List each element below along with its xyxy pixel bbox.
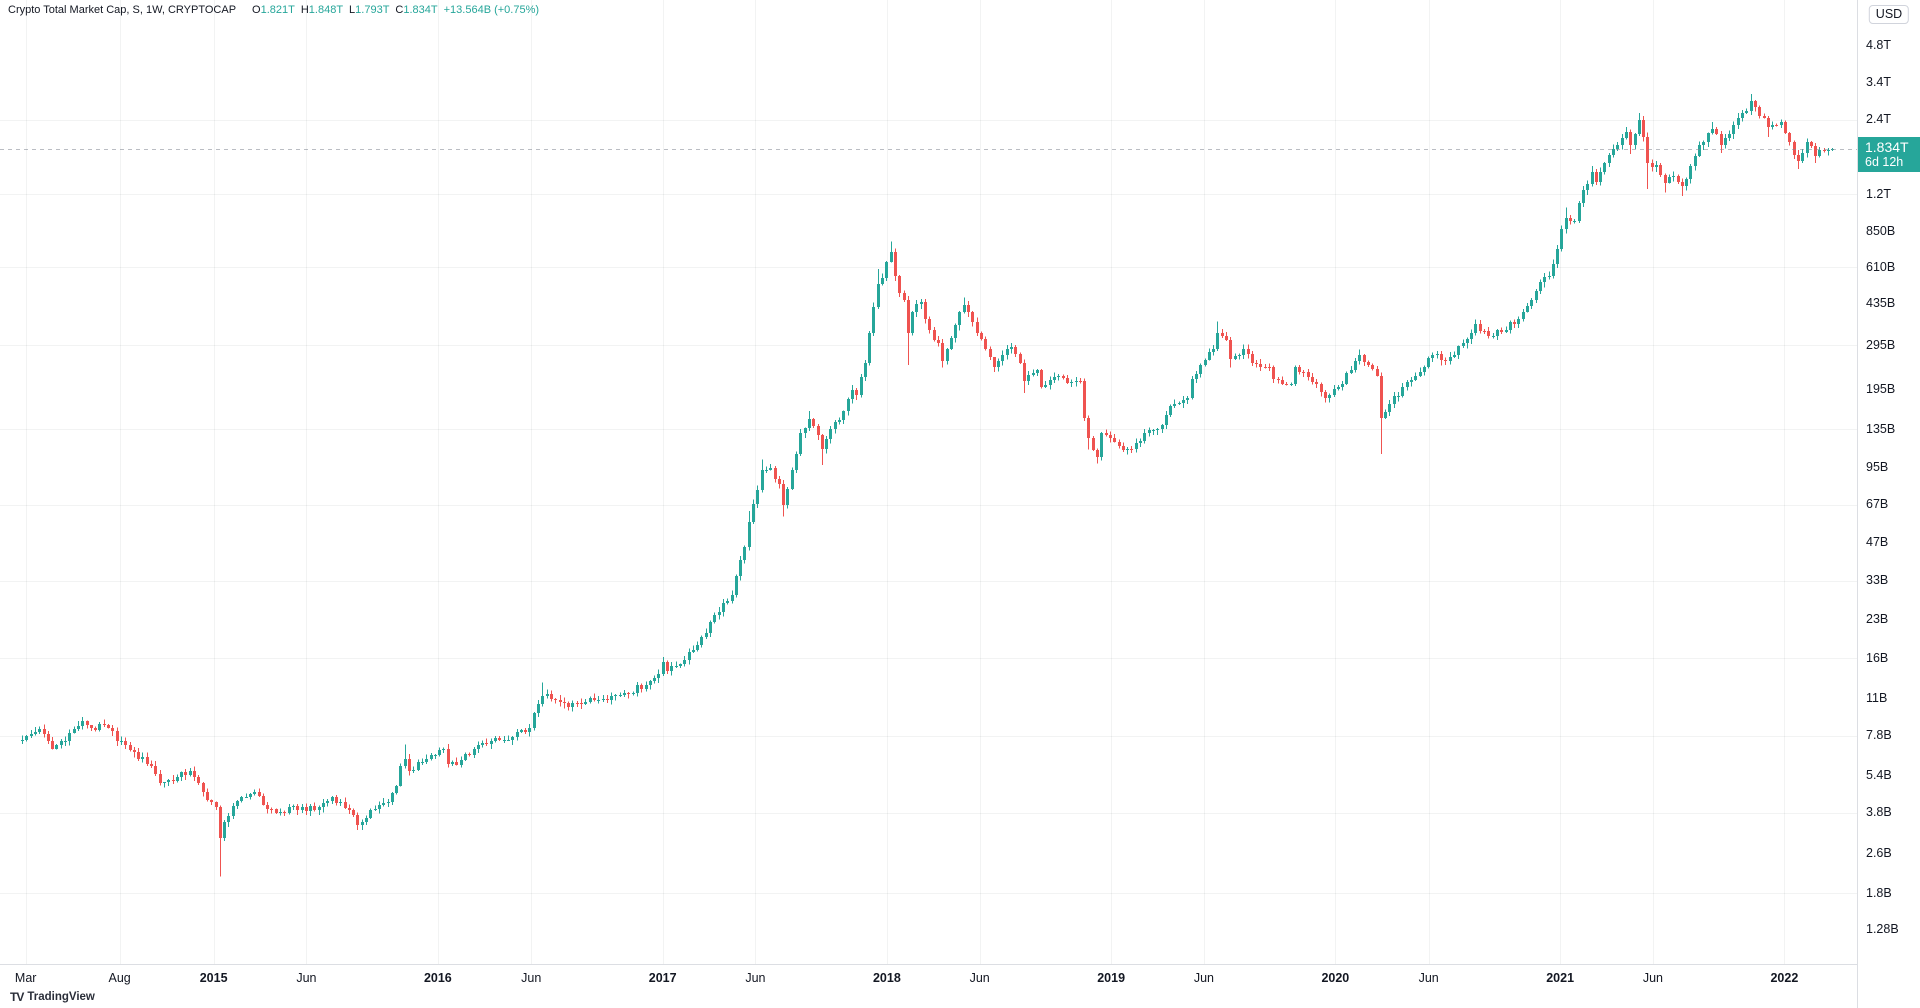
change-value: +13.564B (+0.75%) xyxy=(443,4,540,16)
time-axis-year-label: 2021 xyxy=(1546,971,1575,985)
grid-lines xyxy=(0,0,1857,964)
price-tick-label: 135B xyxy=(1866,421,1896,436)
currency-unit-button[interactable]: USD xyxy=(1868,5,1910,24)
symbol-title[interactable]: Crypto Total Market Cap, S, 1W, CRYPTOCA… xyxy=(8,4,237,16)
price-tick-label: 95B xyxy=(1866,459,1889,474)
price-tick-label: 195B xyxy=(1866,382,1896,397)
price-tick-label: 11B xyxy=(1866,691,1888,706)
price-tick-label: 295B xyxy=(1866,337,1896,352)
price-tick-label: 33B xyxy=(1866,573,1889,588)
price-tick-label: 47B xyxy=(1866,535,1889,550)
time-axis[interactable]: Mar Aug 2015 Jun 2016 Jun 2017 Jun 2018 Jun 2019 Ju… xyxy=(0,964,1920,1008)
price-tick-label: 4.8T xyxy=(1866,37,1892,52)
time-axis-year-label: 2016 xyxy=(423,971,452,985)
price-tick-label: 2.4T xyxy=(1866,112,1892,127)
price-tick-label: 1.8B xyxy=(1866,885,1892,900)
price-tick-label: 5.4B xyxy=(1866,767,1892,782)
time-axis-year-label: 2018 xyxy=(872,971,901,985)
ohlc-close-value: 1.834T xyxy=(403,4,438,16)
price-tick-label: 2.6B xyxy=(1866,846,1892,861)
price-tick-label: 3.8B xyxy=(1866,805,1892,820)
time-axis-year-label: 2020 xyxy=(1321,971,1350,985)
tradingview-logo[interactable]: TV TradingView xyxy=(10,990,95,1004)
time-axis-month-label: Mar xyxy=(14,971,37,985)
ohlc-open-value: 1.821T xyxy=(260,4,295,16)
tradingview-mark-icon: TV xyxy=(10,990,24,1004)
price-tick-label: 23B xyxy=(1866,611,1889,626)
price-tick-label: 850B xyxy=(1866,223,1896,238)
price-tick-label: 435B xyxy=(1866,295,1896,310)
candlestick-chart[interactable] xyxy=(0,0,1857,964)
ohlc-high-value: 1.848T xyxy=(308,4,344,16)
price-tick-label: 3.4T xyxy=(1866,74,1892,89)
ohlc-low-value: 1.793T xyxy=(355,4,390,16)
time-axis-year-label: 2022 xyxy=(1770,971,1799,985)
price-tick-label: 7.8B xyxy=(1866,728,1892,743)
time-axis-month-label: Jun xyxy=(296,971,317,985)
price-tick-label: 1.2T xyxy=(1866,186,1892,201)
symbol-legend: Crypto Total Market Cap, S, 1W, CRYPTOCA… xyxy=(8,4,539,16)
ohlc-close-label: C xyxy=(395,4,404,16)
ohlc-open-label: O xyxy=(252,4,261,16)
last-price-value: 1.834T xyxy=(1865,138,1909,155)
time-axis-month-label: Jun xyxy=(969,971,990,985)
time-axis-year-label: 2017 xyxy=(648,971,677,985)
price-tick-label: 1.28B xyxy=(1866,922,1899,937)
bar-countdown: 6d 12h xyxy=(1865,154,1904,169)
candles xyxy=(21,94,1834,877)
price-tick-label: 16B xyxy=(1866,650,1889,665)
ohlc-high-label: H xyxy=(300,4,309,16)
time-axis-month-label: Jun xyxy=(1418,971,1439,985)
time-axis-year-label: 2015 xyxy=(199,971,228,985)
time-axis-month-label: Aug xyxy=(108,971,131,985)
time-axis-year-label: 2019 xyxy=(1097,971,1126,985)
price-tick-label: 610B xyxy=(1866,259,1896,274)
last-price-label: 1.834T 6d 12h xyxy=(1858,136,1920,172)
time-axis-month-label: Jun xyxy=(1193,971,1214,985)
time-axis-month-label: Jun xyxy=(521,971,542,985)
ohlc-low-label: L xyxy=(349,4,356,16)
time-axis-month-label: Jun xyxy=(1642,971,1664,985)
tradingview-logo-text: TradingView xyxy=(27,991,95,1003)
time-axis-month-label: Jun xyxy=(745,971,766,985)
price-axis[interactable]: USD 1.834T 6d 12h 4.8T 3.4T 2.4T 1.2T 850B 61… xyxy=(1857,0,1920,1008)
price-tick-label: 67B xyxy=(1866,497,1889,512)
